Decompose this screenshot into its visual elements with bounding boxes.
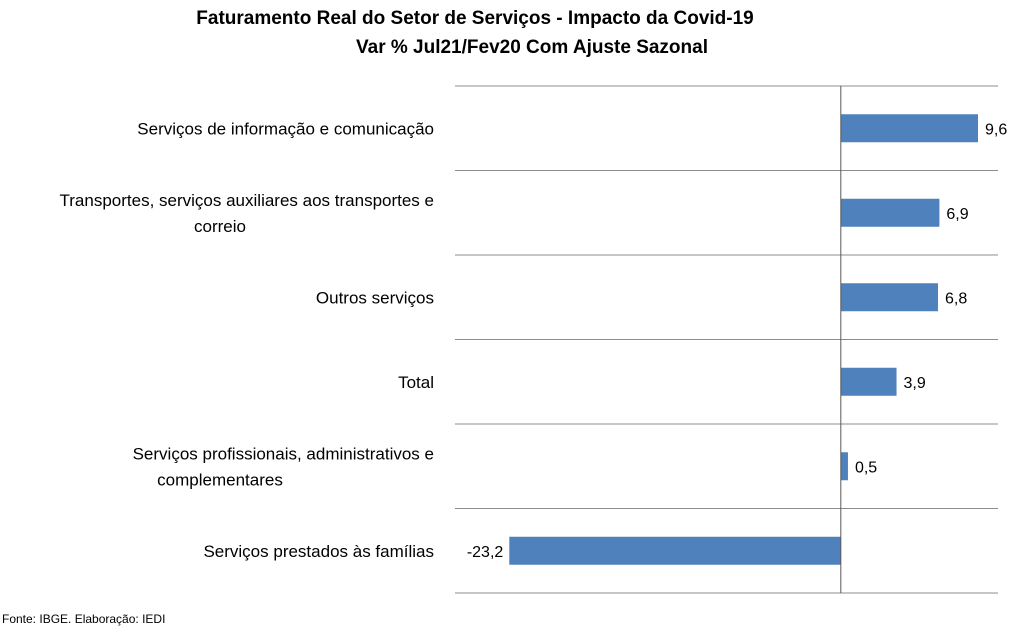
data-label: 6,9 bbox=[946, 206, 968, 223]
data-label: -23,2 bbox=[467, 544, 504, 561]
bar bbox=[840, 198, 940, 227]
bar bbox=[840, 367, 897, 396]
bar bbox=[509, 536, 841, 565]
bar bbox=[840, 452, 848, 481]
category-label: complementares bbox=[157, 470, 283, 489]
category-label: correio bbox=[194, 217, 246, 236]
category-label: Serviços prestados às famílias bbox=[203, 542, 434, 561]
data-label: 9,6 bbox=[985, 121, 1007, 138]
category-label: Serviços profissionais, administrativos … bbox=[133, 444, 434, 463]
data-label: 3,9 bbox=[904, 375, 926, 392]
category-labels: Serviços de informação e comunicação Tran… bbox=[60, 119, 434, 561]
bar bbox=[840, 283, 938, 312]
category-label: Total bbox=[398, 373, 434, 392]
category-label: Serviços de informação e comunicação bbox=[137, 119, 434, 138]
data-label: 6,8 bbox=[945, 290, 967, 307]
chart-subtitle: Var % Jul21/Fev20 Com Ajuste Sazonal bbox=[356, 37, 708, 58]
source-note: Fonte: IBGE. Elaboração: IEDI bbox=[2, 612, 165, 626]
category-label: Outros serviços bbox=[316, 288, 434, 307]
bars bbox=[509, 114, 978, 565]
category-label: Transportes, serviços auxiliares aos tra… bbox=[60, 191, 434, 210]
data-label: 0,5 bbox=[855, 459, 877, 476]
data-labels: 9,6 6,9 6,8 3,9 0,5 -23,2 bbox=[467, 121, 1008, 561]
chart-title: Faturamento Real do Setor de Serviços - … bbox=[196, 8, 753, 29]
grid-lines bbox=[455, 85, 998, 594]
bar bbox=[840, 114, 978, 143]
